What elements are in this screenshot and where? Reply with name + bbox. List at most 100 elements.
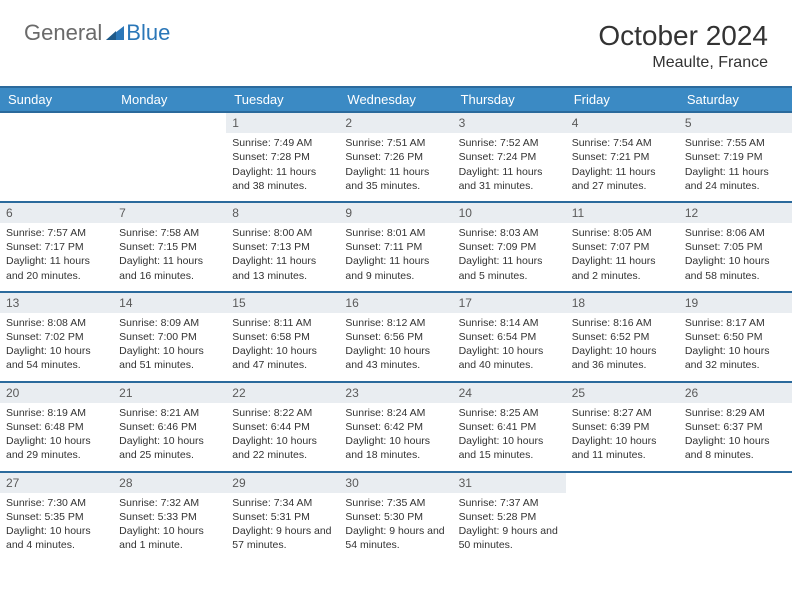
calendar-day-cell: 18Sunrise: 8:16 AMSunset: 6:52 PMDayligh… [566,292,679,382]
daylight-text: Daylight: 11 hours and 5 minutes. [459,254,560,282]
sunrise-text: Sunrise: 8:12 AM [345,316,446,330]
sunset-text: Sunset: 6:48 PM [6,420,107,434]
sunset-text: Sunset: 7:07 PM [572,240,673,254]
calendar-day-cell: 2Sunrise: 7:51 AMSunset: 7:26 PMDaylight… [339,112,452,202]
day-number: 20 [0,383,113,403]
title-block: October 2024 Meaulte, France [598,20,768,72]
sunset-text: Sunset: 5:35 PM [6,510,107,524]
day-number: 23 [339,383,452,403]
day-number: 14 [113,293,226,313]
sunset-text: Sunset: 7:15 PM [119,240,220,254]
day-body: Sunrise: 8:22 AMSunset: 6:44 PMDaylight:… [226,403,339,471]
day-body: Sunrise: 7:37 AMSunset: 5:28 PMDaylight:… [453,493,566,561]
calendar-day-cell: 30Sunrise: 7:35 AMSunset: 5:30 PMDayligh… [339,472,452,561]
weekday-header: Wednesday [339,87,452,112]
calendar-day-cell: 19Sunrise: 8:17 AMSunset: 6:50 PMDayligh… [679,292,792,382]
sunrise-text: Sunrise: 7:37 AM [459,496,560,510]
logo-text-blue: Blue [126,20,170,46]
daylight-text: Daylight: 11 hours and 35 minutes. [345,165,446,193]
day-number: 28 [113,473,226,493]
calendar-day-cell: 24Sunrise: 8:25 AMSunset: 6:41 PMDayligh… [453,382,566,472]
sunrise-text: Sunrise: 7:55 AM [685,136,786,150]
day-number: 2 [339,113,452,133]
calendar-day-cell [113,112,226,202]
sunrise-text: Sunrise: 8:05 AM [572,226,673,240]
weekday-header: Tuesday [226,87,339,112]
sunrise-text: Sunrise: 8:22 AM [232,406,333,420]
sunset-text: Sunset: 5:28 PM [459,510,560,524]
sunrise-text: Sunrise: 8:16 AM [572,316,673,330]
calendar-day-cell [679,472,792,561]
day-number: 26 [679,383,792,403]
sunrise-text: Sunrise: 7:54 AM [572,136,673,150]
sunset-text: Sunset: 5:33 PM [119,510,220,524]
sunrise-text: Sunrise: 8:00 AM [232,226,333,240]
day-number: 3 [453,113,566,133]
sunrise-text: Sunrise: 7:52 AM [459,136,560,150]
sunset-text: Sunset: 6:46 PM [119,420,220,434]
daylight-text: Daylight: 11 hours and 38 minutes. [232,165,333,193]
day-body: Sunrise: 7:49 AMSunset: 7:28 PMDaylight:… [226,133,339,201]
day-number: 31 [453,473,566,493]
calendar-day-cell: 14Sunrise: 8:09 AMSunset: 7:00 PMDayligh… [113,292,226,382]
daylight-text: Daylight: 10 hours and 58 minutes. [685,254,786,282]
sunset-text: Sunset: 7:19 PM [685,150,786,164]
day-number: 17 [453,293,566,313]
daylight-text: Daylight: 10 hours and 8 minutes. [685,434,786,462]
weekday-header: Friday [566,87,679,112]
sunrise-text: Sunrise: 8:19 AM [6,406,107,420]
sunrise-text: Sunrise: 8:27 AM [572,406,673,420]
weekday-header: Thursday [453,87,566,112]
day-number: 13 [0,293,113,313]
day-body: Sunrise: 7:32 AMSunset: 5:33 PMDaylight:… [113,493,226,561]
sunrise-text: Sunrise: 7:30 AM [6,496,107,510]
daylight-text: Daylight: 10 hours and 25 minutes. [119,434,220,462]
calendar-day-cell: 31Sunrise: 7:37 AMSunset: 5:28 PMDayligh… [453,472,566,561]
day-number: 27 [0,473,113,493]
day-number: 4 [566,113,679,133]
day-body: Sunrise: 7:58 AMSunset: 7:15 PMDaylight:… [113,223,226,291]
calendar-day-cell: 3Sunrise: 7:52 AMSunset: 7:24 PMDaylight… [453,112,566,202]
calendar-day-cell: 17Sunrise: 8:14 AMSunset: 6:54 PMDayligh… [453,292,566,382]
calendar-week-row: 27 Sunrise: 7:30 AMSunset: 5:35 PMDayligh… [0,472,792,561]
sunrise-text: Sunrise: 7:49 AM [232,136,333,150]
daylight-text: Daylight: 11 hours and 31 minutes. [459,165,560,193]
day-body: Sunrise: 8:00 AMSunset: 7:13 PMDaylight:… [226,223,339,291]
day-body: Sunrise: 8:05 AMSunset: 7:07 PMDaylight:… [566,223,679,291]
calendar-day-cell: 26Sunrise: 8:29 AMSunset: 6:37 PMDayligh… [679,382,792,472]
day-body: Sunrise: 8:03 AMSunset: 7:09 PMDaylight:… [453,223,566,291]
daylight-text: Daylight: 10 hours and 4 minutes. [6,524,107,552]
sunset-text: Sunset: 6:56 PM [345,330,446,344]
calendar-day-cell: 12Sunrise: 8:06 AMSunset: 7:05 PMDayligh… [679,202,792,292]
calendar-day-cell: 9Sunrise: 8:01 AMSunset: 7:11 PMDaylight… [339,202,452,292]
day-body: Sunrise: 8:25 AMSunset: 6:41 PMDaylight:… [453,403,566,471]
day-body: Sunrise: 7:55 AMSunset: 7:19 PMDaylight:… [679,133,792,201]
day-body: Sunrise: 8:12 AMSunset: 6:56 PMDaylight:… [339,313,452,381]
day-body: Sunrise: 8:21 AMSunset: 6:46 PMDaylight:… [113,403,226,471]
sunset-text: Sunset: 7:17 PM [6,240,107,254]
calendar-day-cell: 28Sunrise: 7:32 AMSunset: 5:33 PMDayligh… [113,472,226,561]
sunset-text: Sunset: 6:37 PM [685,420,786,434]
day-body: Sunrise: 8:09 AMSunset: 7:00 PMDaylight:… [113,313,226,381]
calendar-day-cell: 27 Sunrise: 7:30 AMSunset: 5:35 PMDayligh… [0,472,113,561]
day-body: Sunrise: 8:14 AMSunset: 6:54 PMDaylight:… [453,313,566,381]
daylight-text: Daylight: 11 hours and 20 minutes. [6,254,107,282]
day-body: Sunrise: 8:17 AMSunset: 6:50 PMDaylight:… [679,313,792,381]
daylight-text: Daylight: 10 hours and 36 minutes. [572,344,673,372]
day-number: 18 [566,293,679,313]
daylight-text: Daylight: 10 hours and 51 minutes. [119,344,220,372]
sunrise-text: Sunrise: 8:24 AM [345,406,446,420]
daylight-text: Daylight: 11 hours and 13 minutes. [232,254,333,282]
day-body: Sunrise: 8:11 AMSunset: 6:58 PMDaylight:… [226,313,339,381]
logo-sail-icon [106,26,124,40]
day-body: Sunrise: 8:19 AMSunset: 6:48 PMDaylight:… [0,403,113,471]
sunset-text: Sunset: 6:54 PM [459,330,560,344]
day-body: Sunrise: 7:57 AMSunset: 7:17 PMDaylight:… [0,223,113,291]
calendar-day-cell [0,112,113,202]
day-number: 22 [226,383,339,403]
day-body: Sunrise: 8:24 AMSunset: 6:42 PMDaylight:… [339,403,452,471]
daylight-text: Daylight: 10 hours and 54 minutes. [6,344,107,372]
day-number: 21 [113,383,226,403]
day-body: Sunrise: 8:16 AMSunset: 6:52 PMDaylight:… [566,313,679,381]
calendar-week-row: 20Sunrise: 8:19 AMSunset: 6:48 PMDayligh… [0,382,792,472]
